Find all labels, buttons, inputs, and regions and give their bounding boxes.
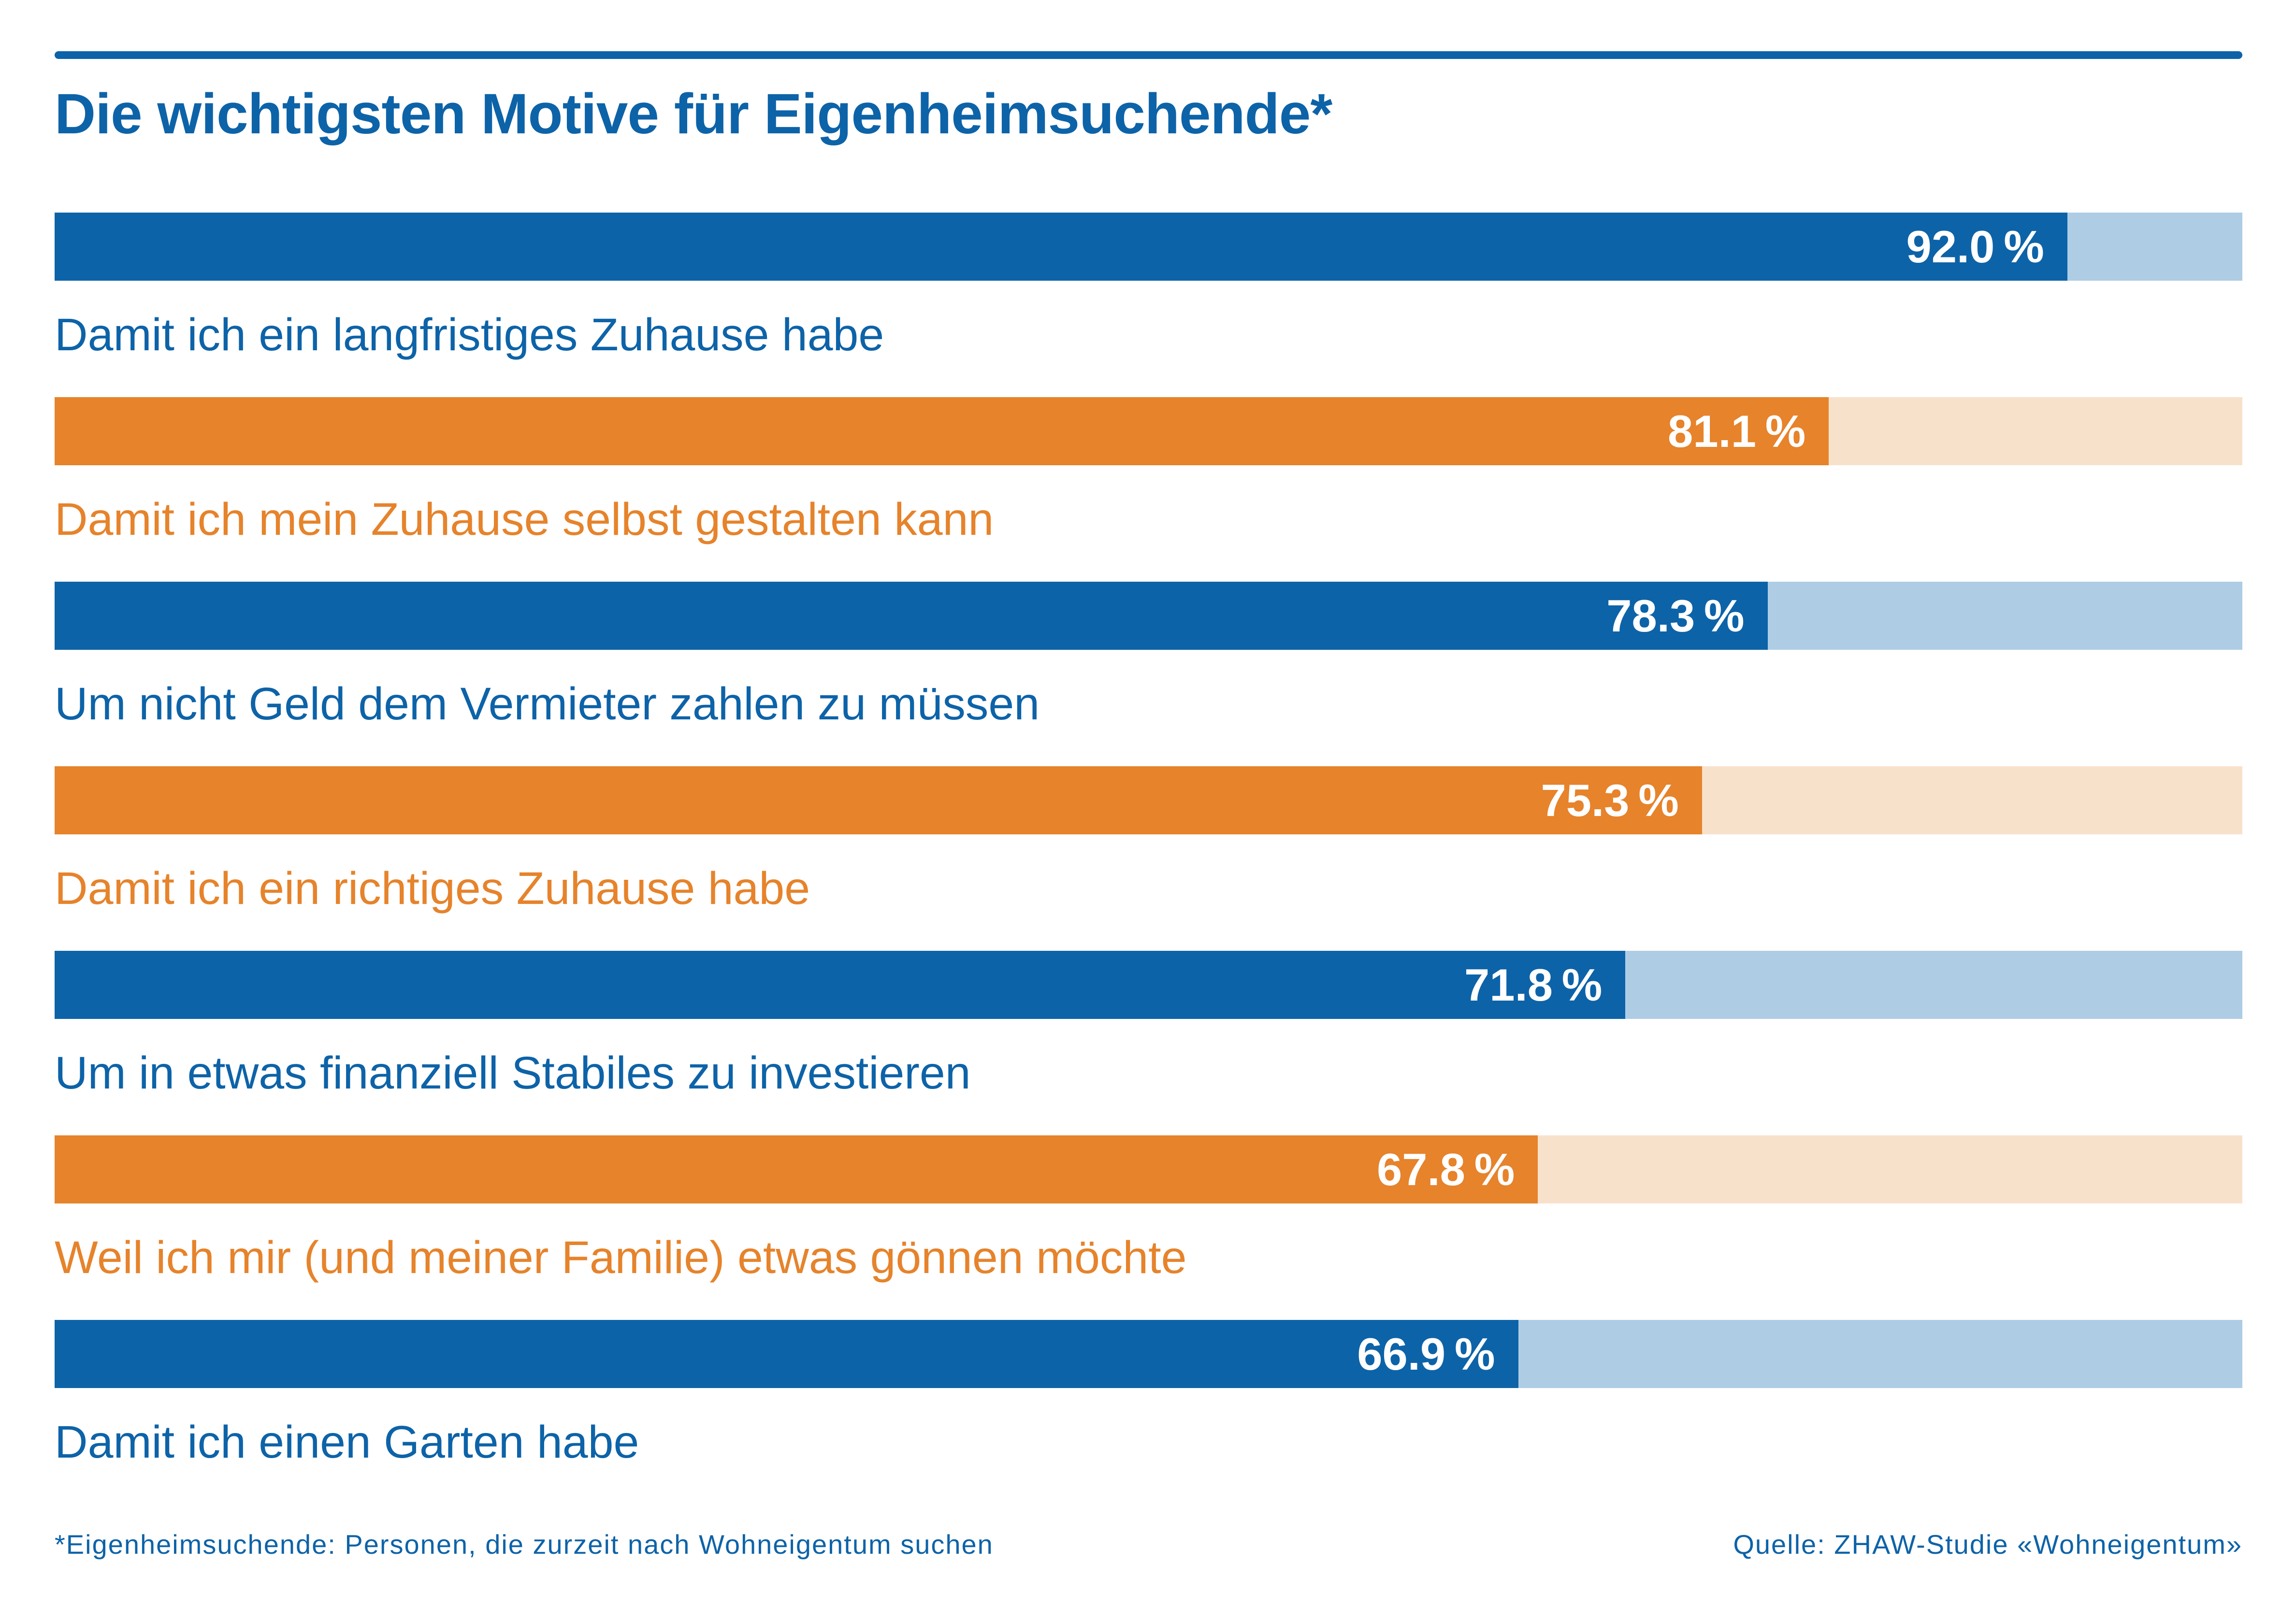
bar-track: 78.3 % (55, 582, 2242, 650)
bar-row: 75.3 % Damit ich ein richtiges Zuhause h… (55, 766, 2242, 917)
bar-fill: 66.9 % (55, 1320, 1518, 1388)
chart-title: Die wichtigsten Motive für Eigenheimsuch… (55, 82, 1332, 146)
bar-fill: 67.8 % (55, 1135, 1538, 1203)
bar-fill: 71.8 % (55, 951, 1626, 1019)
bar-track: 92.0 % (55, 213, 2242, 281)
top-rule (55, 51, 2242, 59)
bar-rows: 92.0 % Damit ich ein langfristiges Zuhau… (55, 213, 2242, 1470)
bar-track: 75.3 % (55, 766, 2242, 834)
bar-row: 92.0 % Damit ich ein langfristiges Zuhau… (55, 213, 2242, 363)
bar-category-label: Damit ich ein richtiges Zuhause habe (55, 863, 810, 914)
bar-category-label: Damit ich einen Garten habe (55, 1417, 639, 1468)
bar-value-label: 92.0 % (1906, 221, 2044, 272)
bar-value-label: 78.3 % (1606, 590, 1745, 641)
bar-row: 71.8 % Um in etwas finanziell Stabiles z… (55, 951, 2242, 1101)
bar-row: 78.3 % Um nicht Geld dem Vermieter zahle… (55, 582, 2242, 732)
bar-fill: 81.1 % (55, 397, 1829, 465)
bar-track: 71.8 % (55, 951, 2242, 1019)
bar-fill: 92.0 % (55, 213, 2067, 281)
bar-category-label: Um nicht Geld dem Vermieter zahlen zu mü… (55, 678, 1040, 730)
footer: *Eigenheimsuchende: Personen, die zurzei… (55, 1528, 2242, 1561)
bar-row: 81.1 % Damit ich mein Zuhause selbst ges… (55, 397, 2242, 547)
footnote-text: *Eigenheimsuchende: Personen, die zurzei… (55, 1529, 994, 1560)
source-text: Quelle: ZHAW-Studie «Wohneigentum» (1733, 1529, 2242, 1560)
bar-row: 66.9 % Damit ich einen Garten habe (55, 1320, 2242, 1470)
bar-track: 66.9 % (55, 1320, 2242, 1388)
bar-row: 67.8 % Weil ich mir (und meiner Familie)… (55, 1135, 2242, 1286)
bar-track: 81.1 % (55, 397, 2242, 465)
bar-track: 67.8 % (55, 1135, 2242, 1203)
bar-value-label: 66.9 % (1357, 1328, 1495, 1379)
bar-value-label: 75.3 % (1541, 774, 1679, 826)
bar-category-label: Um in etwas finanziell Stabiles zu inves… (55, 1047, 971, 1099)
bar-fill: 78.3 % (55, 582, 1768, 650)
bar-value-label: 81.1 % (1668, 405, 1806, 457)
bar-fill: 75.3 % (55, 766, 1702, 834)
bar-category-label: Weil ich mir (und meiner Familie) etwas … (55, 1232, 1187, 1283)
bar-value-label: 71.8 % (1464, 959, 1603, 1010)
bar-category-label: Damit ich ein langfristiges Zuhause habe (55, 309, 884, 360)
bar-category-label: Damit ich mein Zuhause selbst gestalten … (55, 494, 994, 545)
bar-value-label: 67.8 % (1376, 1144, 1515, 1195)
